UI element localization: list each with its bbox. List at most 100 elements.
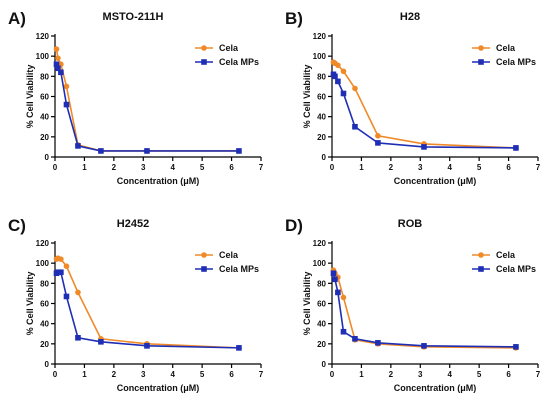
data-point-cela-mps (63, 293, 70, 300)
legend-item-cela: Cela (472, 250, 516, 260)
data-point-cela-mps (332, 73, 338, 80)
y-tick-label: 20 (40, 340, 49, 349)
panel-label: A) (8, 9, 26, 28)
y-tick-label: 40 (40, 113, 49, 122)
y-tick-label: 100 (36, 52, 50, 61)
panel-label: C) (8, 216, 26, 235)
data-point-cela-mps (58, 269, 64, 276)
x-tick-label: 1 (359, 163, 364, 172)
legend-marker-circle (201, 252, 207, 258)
legend-marker-square (478, 59, 484, 65)
y-tick-label: 80 (40, 279, 49, 288)
x-tick-label: 1 (82, 163, 87, 172)
y-tick-label: 0 (322, 360, 327, 369)
legend-item-cela-mps: Cela MPs (472, 264, 536, 274)
data-point-cela-mps (236, 148, 242, 154)
data-point-cela-mps (98, 148, 104, 154)
legend-label: Cela (219, 250, 239, 260)
data-point-cela (63, 83, 70, 90)
series-line-cela (333, 61, 516, 149)
data-point-cela (352, 85, 358, 92)
legend-marker-circle (478, 45, 484, 51)
data-point-cela-mps (75, 334, 81, 341)
legend-label: Cela MPs (496, 264, 536, 274)
panel-title: ROB (398, 218, 423, 230)
series-line-cela (56, 257, 239, 349)
y-axis-label: % Cell Viability (25, 65, 35, 129)
x-tick-label: 0 (330, 163, 335, 172)
y-tick-label: 100 (313, 259, 327, 268)
data-point-cela (75, 289, 81, 296)
y-axis-label: % Cell Viability (25, 272, 35, 336)
data-point-cela-mps (340, 90, 347, 97)
y-tick-label: 20 (317, 133, 326, 142)
y-tick-label: 120 (313, 32, 327, 41)
x-tick-label: 1 (82, 370, 87, 379)
data-point-cela (58, 256, 64, 262)
y-tick-label: 0 (45, 153, 50, 162)
panel-title: H2452 (117, 218, 149, 230)
data-point-cela (63, 263, 70, 269)
series-line-cela-mps (332, 73, 516, 149)
x-tick-label: 4 (170, 163, 175, 172)
y-tick-label: 120 (313, 239, 327, 248)
y-tick-label: 0 (322, 153, 327, 162)
x-tick-label: 6 (506, 370, 511, 379)
y-tick-label: 100 (36, 259, 50, 268)
y-tick-label: 0 (45, 360, 50, 369)
x-tick-label: 4 (447, 370, 452, 379)
data-point-cela-mps (144, 343, 150, 349)
series-line-cela-mps (55, 63, 239, 152)
legend-label: Cela MPs (496, 57, 536, 67)
x-axis-label: Concentration (μM) (394, 176, 477, 186)
data-point-cela-mps (513, 344, 519, 350)
y-axis-label: % Cell Viability (302, 272, 312, 336)
legend-marker-square (201, 59, 207, 65)
data-point-cela-mps (375, 340, 381, 346)
legend-item-cela: Cela (195, 43, 239, 53)
data-point-cela-mps (332, 276, 338, 283)
x-tick-label: 1 (359, 370, 364, 379)
y-tick-label: 40 (317, 113, 326, 122)
legend-label: Cela (496, 43, 516, 53)
y-tick-label: 80 (317, 279, 326, 288)
data-point-cela-mps (144, 148, 150, 154)
data-point-cela (335, 62, 341, 69)
data-point-cela (375, 133, 381, 139)
data-point-cela-mps (340, 328, 347, 335)
panel-2: B) H28 0 20 40 60 80 100 120 0 1 2 3 4 5 6 7 Concentratio… (285, 9, 541, 186)
data-point-cela (340, 68, 347, 75)
legend-item-cela: Cela (472, 43, 516, 53)
panel-1: A) MSTO-211H 0 20 40 60 80 100 120 0 1 2 3 4 5 6 7 Concen… (8, 9, 264, 186)
x-axis-label: Concentration (μM) (117, 383, 200, 393)
x-tick-label: 0 (53, 370, 58, 379)
data-point-cela-mps (335, 289, 341, 296)
data-point-cela-mps (55, 65, 61, 72)
legend-item-cela-mps: Cela MPs (195, 264, 259, 274)
data-point-cela-mps (375, 140, 381, 146)
legend-marker-circle (478, 252, 484, 258)
legend-item-cela-mps: Cela MPs (472, 57, 536, 67)
x-tick-label: 4 (447, 163, 452, 172)
legend-label: Cela MPs (219, 57, 259, 67)
data-point-cela-mps (335, 78, 341, 85)
data-point-cela-mps (58, 69, 64, 76)
x-tick-label: 0 (53, 163, 58, 172)
series-line-cela (332, 269, 516, 349)
y-tick-label: 80 (40, 72, 49, 81)
y-tick-label: 60 (317, 93, 326, 102)
x-tick-label: 3 (418, 370, 423, 379)
data-point-cela-mps (421, 144, 427, 150)
y-tick-label: 40 (40, 320, 49, 329)
series-line-cela-mps (332, 273, 516, 348)
y-tick-label: 100 (313, 52, 327, 61)
series-line-cela (55, 48, 239, 152)
y-tick-label: 20 (317, 340, 326, 349)
y-tick-label: 120 (36, 32, 50, 41)
x-axis-label: Concentration (μM) (394, 383, 477, 393)
x-tick-label: 7 (536, 163, 541, 172)
data-point-cela-mps (352, 335, 358, 342)
x-tick-label: 7 (259, 370, 264, 379)
y-tick-label: 20 (40, 133, 49, 142)
legend-marker-circle (201, 45, 207, 51)
